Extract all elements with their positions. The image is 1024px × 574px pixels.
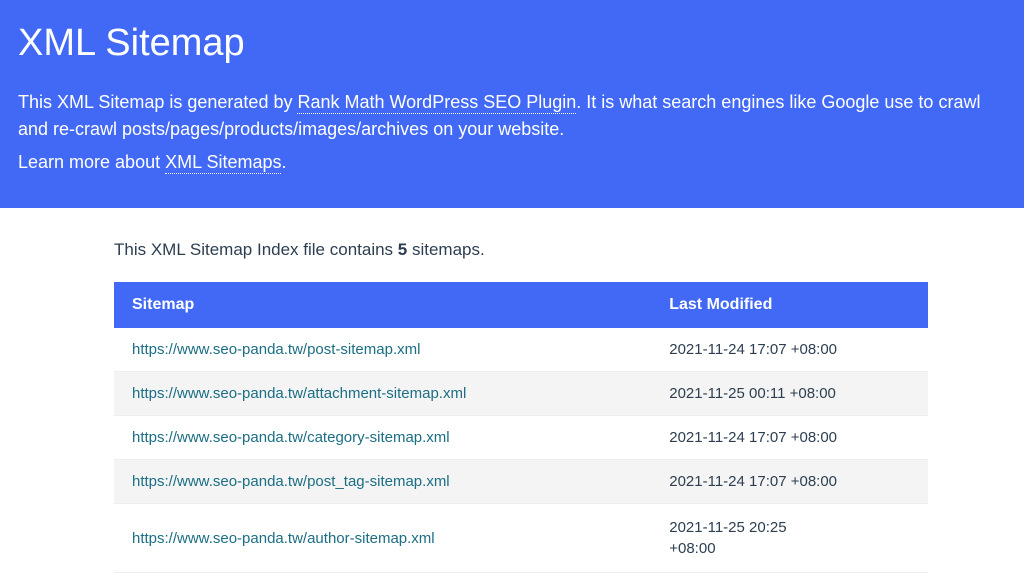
sitemap-count-line: This XML Sitemap Index file contains 5 s…	[114, 240, 928, 260]
count-prefix: This XML Sitemap Index file contains	[114, 240, 398, 259]
table-row: https://www.seo-panda.tw/author-sitemap.…	[114, 504, 928, 573]
plugin-link[interactable]: Rank Math WordPress SEO Plugin	[297, 92, 576, 114]
sitemap-url-cell: https://www.seo-panda.tw/post-sitemap.xm…	[114, 328, 651, 372]
sitemap-url-cell: https://www.seo-panda.tw/post_tag-sitema…	[114, 460, 651, 504]
sitemap-link[interactable]: https://www.seo-panda.tw/attachment-site…	[132, 385, 466, 402]
learn-more-link[interactable]: XML Sitemaps	[165, 152, 281, 174]
sitemap-link[interactable]: https://www.seo-panda.tw/post-sitemap.xm…	[132, 341, 420, 358]
last-modified-cell: 2021-11-25 20:25+08:00	[651, 504, 928, 573]
page-title: XML Sitemap	[18, 22, 1006, 65]
header-learn-more: Learn more about XML Sitemaps.	[18, 149, 1006, 176]
sitemap-url-cell: https://www.seo-panda.tw/author-sitemap.…	[114, 504, 651, 573]
sitemap-link[interactable]: https://www.seo-panda.tw/post_tag-sitema…	[132, 473, 450, 490]
table-row: https://www.seo-panda.tw/attachment-site…	[114, 372, 928, 416]
sitemap-url-cell: https://www.seo-panda.tw/attachment-site…	[114, 372, 651, 416]
header-description: This XML Sitemap is generated by Rank Ma…	[18, 89, 1006, 143]
table-row: https://www.seo-panda.tw/post-sitemap.xm…	[114, 328, 928, 372]
column-header-sitemap: Sitemap	[114, 282, 651, 328]
last-modified-cell: 2021-11-25 00:11 +08:00	[651, 372, 928, 416]
table-row: https://www.seo-panda.tw/post_tag-sitema…	[114, 460, 928, 504]
learn-suffix: .	[281, 152, 286, 172]
learn-prefix: Learn more about	[18, 152, 165, 172]
sitemap-url-cell: https://www.seo-panda.tw/category-sitema…	[114, 416, 651, 460]
last-modified-cell: 2021-11-24 17:07 +08:00	[651, 460, 928, 504]
count-suffix: sitemaps.	[407, 240, 484, 259]
page-header: XML Sitemap This XML Sitemap is generate…	[0, 0, 1024, 208]
count-value: 5	[398, 240, 407, 259]
sitemap-table: Sitemap Last Modified https://www.seo-pa…	[114, 282, 928, 573]
sitemap-link[interactable]: https://www.seo-panda.tw/category-sitema…	[132, 429, 450, 446]
desc-prefix: This XML Sitemap is generated by	[18, 92, 297, 112]
column-header-modified: Last Modified	[651, 282, 928, 328]
sitemap-link[interactable]: https://www.seo-panda.tw/author-sitemap.…	[132, 530, 435, 547]
main-content: This XML Sitemap Index file contains 5 s…	[0, 208, 1024, 573]
last-modified-cell: 2021-11-24 17:07 +08:00	[651, 416, 928, 460]
table-row: https://www.seo-panda.tw/category-sitema…	[114, 416, 928, 460]
last-modified-cell: 2021-11-24 17:07 +08:00	[651, 328, 928, 372]
